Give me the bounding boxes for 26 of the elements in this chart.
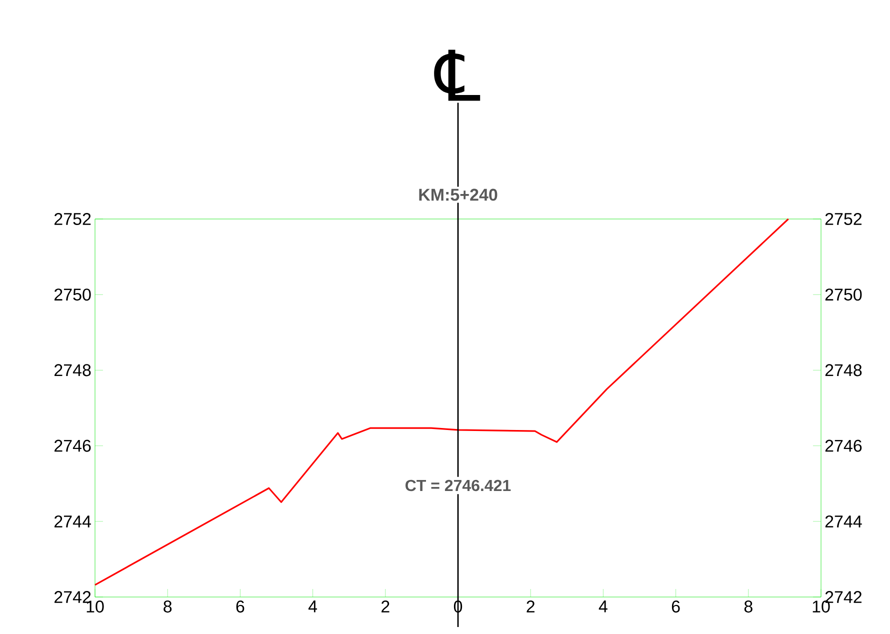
x-tick-label: 10	[812, 600, 830, 613]
y2-tick-label: 2744	[825, 515, 862, 528]
y-tick-label: 2746	[54, 440, 91, 452]
y-tick-label: 2752	[54, 212, 91, 226]
x-tick-label: 8	[164, 600, 172, 613]
text: KM:5+240	[419, 188, 498, 201]
y2-tick-label: 2752	[825, 212, 862, 226]
x-tick-label: 4	[598, 600, 608, 612]
x-tick-label: 10	[86, 600, 104, 613]
x-tick-label: 2	[382, 600, 390, 612]
y-tick-label: 2744	[54, 515, 91, 528]
x-tick-label: 2	[526, 600, 534, 612]
y-tick-label: 2750	[54, 288, 91, 301]
y2-tick-label: 2746	[825, 440, 862, 452]
x-tick-label: 4	[308, 600, 318, 612]
x-tick-label: 8	[744, 600, 752, 613]
y2-tick-label: 2750	[825, 288, 862, 301]
annotation: CT = 2746.421	[406, 480, 511, 492]
x-tick-label: 6	[236, 600, 244, 613]
line-series	[94, 218, 790, 586]
y2-tick-label: 2742	[825, 591, 862, 603]
text: ℄	[434, 50, 480, 101]
x-tick-label: 6	[672, 600, 680, 613]
y-tick-label: 2742	[54, 591, 91, 603]
y2-tick-label: 2748	[825, 364, 862, 376]
y-tick-label: 2748	[54, 364, 91, 376]
